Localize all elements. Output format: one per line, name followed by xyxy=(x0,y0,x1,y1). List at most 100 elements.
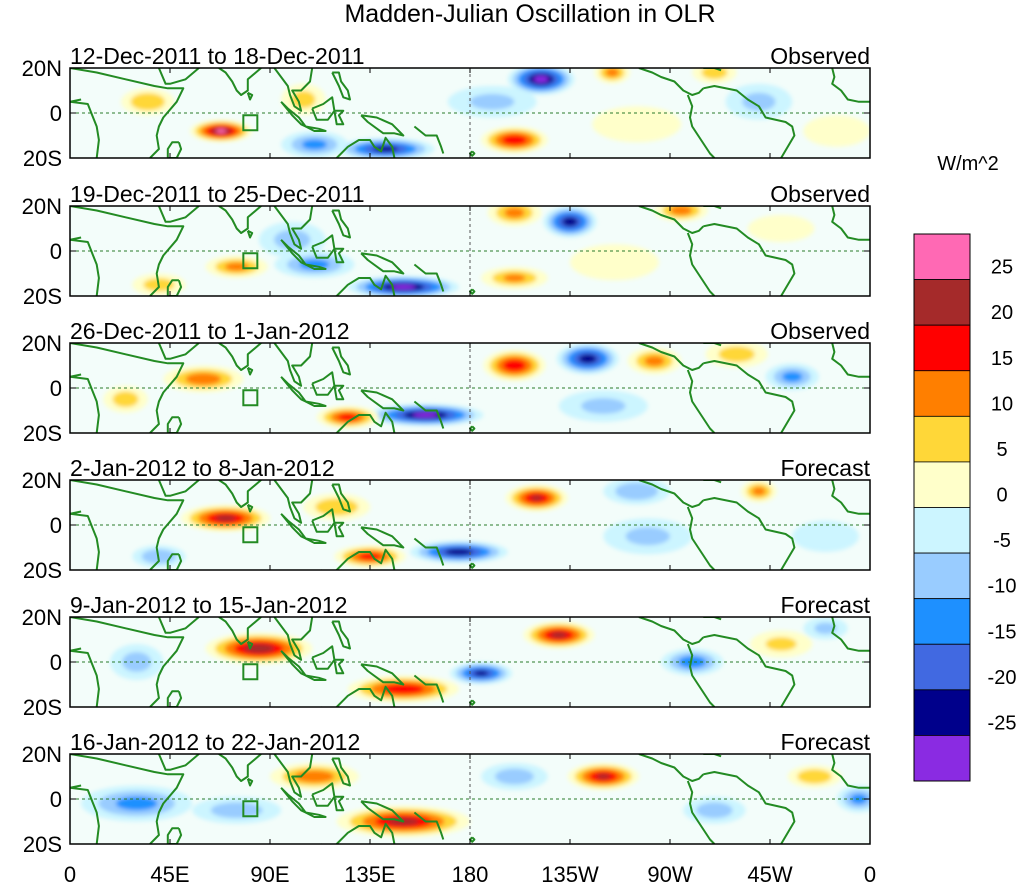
coastline xyxy=(831,206,870,241)
colorbar-swatch xyxy=(913,415,971,463)
colorbar-unit-label: W/m^2 xyxy=(937,153,999,175)
coastline xyxy=(166,827,183,844)
coastline xyxy=(703,617,722,621)
coastline xyxy=(638,68,705,96)
coastline xyxy=(273,617,314,661)
positive-olr-anomaly xyxy=(112,391,139,408)
coastline xyxy=(70,100,100,158)
coastline xyxy=(70,647,82,652)
panel-period-label: 2-Jan-2012 to 8-Jan-2012 xyxy=(70,455,335,481)
coastline xyxy=(331,757,351,787)
coastlines xyxy=(70,617,870,707)
panel-2: 20N 0 20S 19-Dec-2011 to 25-Dec-2011 Observe… xyxy=(22,181,871,309)
coastline xyxy=(360,389,405,412)
negative-olr-anomaly xyxy=(581,398,626,414)
panel-period-label: 16-Jan-2012 to 22-Jan-2012 xyxy=(70,729,360,755)
coastline xyxy=(413,125,445,154)
coastline xyxy=(70,480,185,570)
coastline xyxy=(305,125,327,132)
colorbar-swatch xyxy=(913,324,971,372)
panel-period-label: 26-Dec-2011 to 1-Jan-2012 xyxy=(70,318,350,344)
coastline xyxy=(333,521,345,538)
reference-box xyxy=(242,114,259,132)
anomaly-layer xyxy=(132,480,859,568)
coastline xyxy=(218,343,262,371)
colorbar-swatch xyxy=(913,370,971,417)
coastline xyxy=(360,663,405,686)
coastline xyxy=(246,503,254,513)
coastline xyxy=(831,754,870,789)
coastline xyxy=(703,497,796,570)
coastline xyxy=(166,553,183,570)
positive-olr-anomaly xyxy=(503,274,526,282)
panel-period-label: 9-Jan-2012 to 15-Jan-2012 xyxy=(70,592,347,618)
coastline xyxy=(413,537,445,566)
coastline xyxy=(305,537,327,544)
y-tick-label: 20N xyxy=(22,56,62,81)
coastline xyxy=(305,811,327,818)
coastline xyxy=(70,343,185,433)
coastline xyxy=(273,343,314,387)
negative-olr-anomaly xyxy=(533,75,549,83)
coastline xyxy=(413,674,445,703)
coastline xyxy=(703,480,722,484)
x-tick-label: 135E xyxy=(344,862,395,887)
coastline xyxy=(218,480,262,508)
coastline xyxy=(686,232,716,296)
coastline xyxy=(638,343,705,371)
coastline xyxy=(360,252,405,275)
colorbar-swatch xyxy=(913,643,971,691)
negative-olr-anomaly xyxy=(615,482,659,500)
x-tick-label: 180 xyxy=(452,862,489,887)
panel-3: 20N 0 20S 26-Dec-2011 to 1-Jan-2012 Observed xyxy=(22,318,871,446)
colorbar-tick-label: 10 xyxy=(991,393,1013,415)
coastline xyxy=(703,360,796,433)
coastline xyxy=(360,114,405,137)
coastline xyxy=(686,369,716,433)
coastline xyxy=(218,206,262,234)
y-tick-label: 20S xyxy=(23,284,62,309)
panel-kind-label: Forecast xyxy=(781,455,871,481)
x-tick-label: 0 xyxy=(64,862,76,887)
coastline xyxy=(70,236,82,241)
coastline xyxy=(333,658,345,675)
colorbar-tick-label: 15 xyxy=(991,348,1013,370)
coastline xyxy=(321,136,396,158)
coastline xyxy=(70,617,185,707)
coastline xyxy=(157,754,200,771)
y-tick-label: 20S xyxy=(23,421,62,446)
negative-olr-anomaly xyxy=(473,670,489,676)
positive-olr-anomaly xyxy=(670,206,693,216)
positive-olr-anomaly xyxy=(315,498,359,516)
coastline xyxy=(157,206,200,223)
coastline xyxy=(703,68,722,72)
coastline xyxy=(218,754,262,782)
reference-box xyxy=(242,252,259,270)
coastline xyxy=(166,690,183,707)
coastline xyxy=(413,263,445,292)
coastline xyxy=(831,343,870,378)
colorbar-tick-label: 20 xyxy=(991,302,1013,324)
negative-olr-anomaly xyxy=(412,412,439,418)
coastline xyxy=(333,247,345,264)
negative-olr-anomaly xyxy=(696,802,733,819)
colorbar-tick-label: -10 xyxy=(988,576,1017,598)
coastline xyxy=(331,620,351,650)
coastline xyxy=(273,480,314,524)
negative-olr-anomaly xyxy=(470,93,515,110)
coastline xyxy=(333,795,345,812)
coastline xyxy=(246,91,254,101)
coastline xyxy=(70,238,100,296)
coastline xyxy=(413,400,445,429)
coastline xyxy=(638,754,705,782)
coastline xyxy=(246,229,254,239)
coastline xyxy=(331,71,351,101)
y-tick-label: 20N xyxy=(22,742,62,767)
coastline xyxy=(70,649,100,707)
coastline xyxy=(70,373,82,378)
reference-box xyxy=(242,800,259,818)
positive-olr-anomaly xyxy=(501,134,527,146)
reference-box xyxy=(242,526,259,544)
panel-period-label: 19-Dec-2011 to 25-Dec-2011 xyxy=(70,181,365,207)
